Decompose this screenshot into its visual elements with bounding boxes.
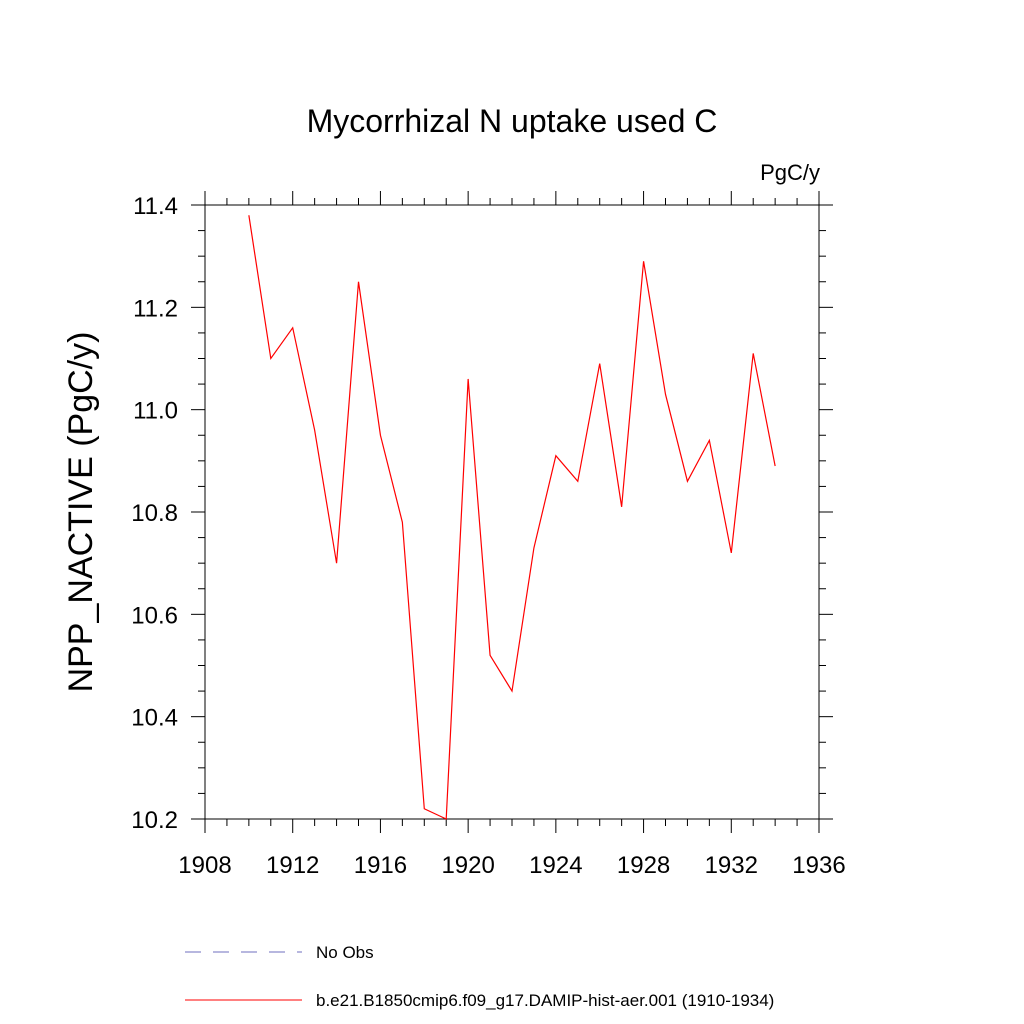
plot-frame [204, 204, 820, 820]
x-tick-label: 1924 [529, 852, 582, 879]
chart-title: Mycorrhizal N uptake used C [307, 103, 718, 139]
legend-label: b.e21.B1850cmip6.f09_g17.DAMIP-hist-aer.… [316, 991, 774, 1010]
axis-ticks [191, 191, 833, 833]
legend-label: No Obs [316, 943, 374, 962]
x-tick-label: 1932 [705, 852, 758, 879]
x-tick-label: 1936 [792, 852, 845, 879]
series-layer [248, 215, 776, 820]
y-tick-label: 11.2 [133, 295, 178, 322]
y-axis-label: NPP_NACTIVE (PgC/y) [62, 332, 100, 693]
y-tick-label: 10.8 [131, 500, 178, 527]
y-tick-label: 10.4 [131, 705, 178, 732]
x-tick-label: 1912 [266, 852, 319, 879]
series-line [248, 215, 776, 820]
x-tick-label: 1928 [617, 852, 670, 879]
units-label: PgC/y [760, 160, 820, 185]
axis-tick-labels: 1908 1912 1916 1920 1924 1928 1932 1936 10.2 10.4… [131, 193, 845, 879]
x-tick-label: 1908 [178, 852, 231, 879]
y-tick-label: 11.4 [133, 193, 178, 220]
y-tick-label: 10.2 [131, 807, 178, 834]
y-tick-label: 11.0 [133, 398, 178, 425]
y-tick-label: 10.6 [131, 602, 178, 629]
x-tick-label: 1916 [354, 852, 407, 879]
x-tick-label: 1920 [441, 852, 494, 879]
legend: No Obs b.e21.B1850cmip6.f09_g17.DAMIP-his… [185, 943, 774, 1010]
